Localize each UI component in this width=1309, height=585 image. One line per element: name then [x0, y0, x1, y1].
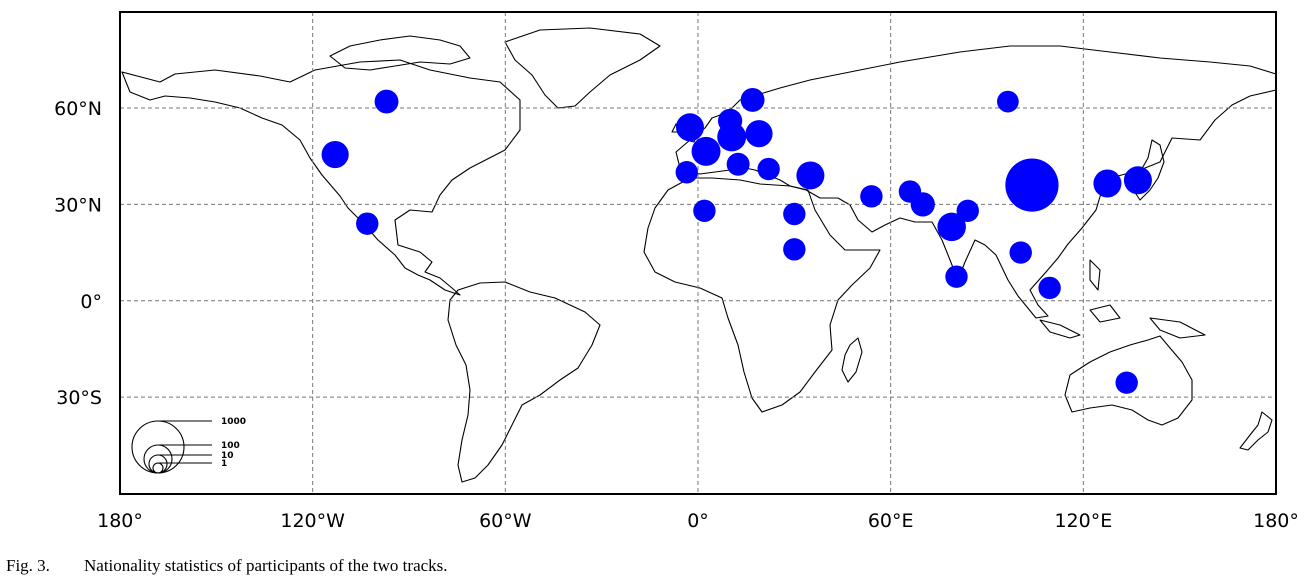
legend-label: 100 — [221, 441, 240, 451]
country-bubble — [675, 161, 698, 184]
country-bubble — [860, 185, 883, 208]
africa-outline — [643, 177, 881, 413]
north-america-outline — [121, 59, 521, 296]
country-bubble — [956, 199, 979, 223]
x-tick-label: 0° — [687, 510, 709, 532]
country-bubble — [1038, 276, 1061, 300]
caption-number: Fig. 3. — [6, 556, 50, 575]
country-bubble — [1009, 241, 1032, 264]
legend-circle — [131, 420, 185, 474]
legend-circle — [148, 454, 168, 474]
country-bubble — [1005, 158, 1059, 212]
legend-circle — [152, 462, 164, 474]
arctic-islands-outline — [329, 35, 471, 71]
participant-bubbles — [321, 88, 1152, 394]
madagascar-outline — [841, 337, 863, 383]
x-tick-label: 180° — [1253, 510, 1299, 532]
australia-outline — [1064, 335, 1193, 426]
x-tick-label: 60°E — [868, 510, 914, 532]
country-bubble — [321, 141, 349, 169]
country-bubble — [945, 265, 968, 288]
figure-caption: Fig. 3. Nationality statistics of partici… — [6, 556, 448, 576]
map-frame — [119, 11, 1277, 495]
eurasia-outline — [675, 45, 1277, 319]
y-tick-label: 30°S — [56, 387, 102, 409]
country-bubble — [374, 89, 399, 114]
x-tick-label: 120°E — [1054, 510, 1112, 532]
y-tick-label: 30°N — [54, 194, 102, 216]
country-bubble — [675, 113, 704, 142]
x-tick-label: 120°W — [280, 510, 345, 532]
country-bubble — [1115, 371, 1138, 394]
south-america-outline — [447, 281, 601, 483]
country-bubble — [356, 212, 379, 235]
legend-circle — [143, 444, 173, 474]
country-bubble — [740, 88, 765, 112]
new-zealand-outline — [1239, 411, 1273, 451]
country-bubble — [1093, 169, 1122, 198]
graticule — [120, 12, 1276, 494]
country-bubble — [745, 120, 773, 148]
country-bubble — [783, 238, 806, 261]
longitude-tick-labels: 180° 120°W 60°W 0° 60°E 120°E 180° — [97, 510, 1299, 532]
landmass-outlines — [121, 27, 1277, 483]
country-bubble — [910, 192, 935, 217]
country-bubble — [997, 90, 1019, 113]
country-bubble — [726, 152, 750, 176]
country-bubble — [691, 136, 721, 166]
country-bubble — [783, 202, 806, 226]
x-tick-label: 60°W — [479, 510, 532, 532]
legend-label: 1000 — [221, 417, 246, 427]
legend-label: 1 — [221, 459, 227, 469]
y-tick-label: 60°N — [54, 98, 102, 120]
country-bubble — [1123, 166, 1152, 195]
y-tick-label: 0° — [80, 291, 102, 313]
southeast-asia-islands-outline — [1039, 259, 1206, 339]
greenland-outline — [504, 27, 661, 109]
legend-label: 10 — [221, 451, 234, 461]
country-bubble — [937, 212, 966, 242]
country-bubble — [757, 157, 780, 181]
country-bubble — [796, 161, 825, 190]
latitude-tick-labels: 60°N 30°N 0° 30°S — [54, 98, 102, 409]
country-bubble — [717, 108, 743, 133]
x-tick-label: 180° — [97, 510, 143, 532]
country-bubble — [693, 199, 716, 223]
caption-text: Nationality statistics of participants o… — [84, 556, 448, 575]
